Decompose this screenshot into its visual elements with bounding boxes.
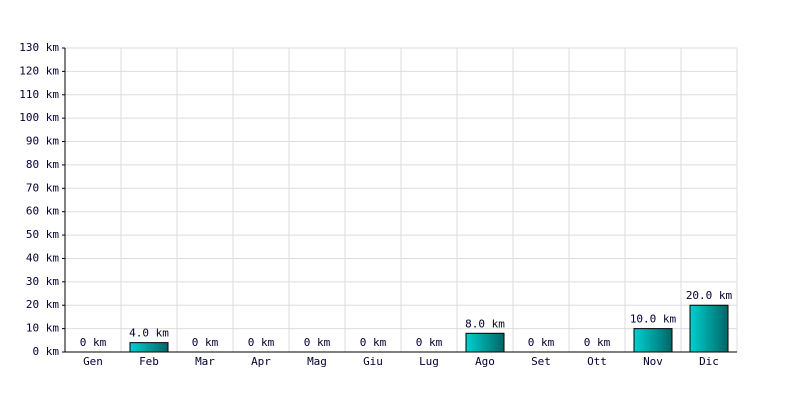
value-label: 4.0 km <box>129 327 169 340</box>
value-label: 0 km <box>192 336 219 349</box>
value-label: 10.0 km <box>630 313 677 326</box>
value-label: 0 km <box>528 336 555 349</box>
plot: 0 km 10 km 20 km 30 km 40 km 50 km 60 km 70 km 8… <box>19 41 737 368</box>
y-tick-label: 90 km <box>26 135 59 148</box>
value-label: 0 km <box>416 336 443 349</box>
x-tick-label: Gen <box>83 355 103 368</box>
y-tick-label: 120 km <box>19 64 59 77</box>
y-tick-label: 60 km <box>26 205 59 218</box>
x-tick-label: Set <box>531 355 551 368</box>
value-label: 8.0 km <box>465 317 505 330</box>
value-label: 20.0 km <box>686 289 733 302</box>
y-tick-label: 30 km <box>26 275 59 288</box>
y-tick-label: 70 km <box>26 181 59 194</box>
y-tick-label: 130 km <box>19 41 59 54</box>
x-tick-label: Ago <box>475 355 495 368</box>
grid <box>65 47 738 353</box>
bar <box>689 304 729 353</box>
x-tick-label: Giu <box>363 355 383 368</box>
y-tick-label: 110 km <box>19 88 59 101</box>
value-label: 0 km <box>304 336 331 349</box>
bar <box>633 328 673 353</box>
value-label: 0 km <box>248 336 275 349</box>
y-tick-label: 80 km <box>26 158 59 171</box>
y-tick-label: 100 km <box>19 111 59 124</box>
x-tick-label: Feb <box>139 355 159 368</box>
y-tick-label: 20 km <box>26 298 59 311</box>
x-tick-label: Nov <box>643 355 663 368</box>
x-tick-label: Mar <box>195 355 215 368</box>
bar <box>465 332 505 353</box>
bar <box>129 342 169 353</box>
value-label: 0 km <box>360 336 387 349</box>
x-tick-label: Ott <box>587 355 607 368</box>
x-tick-label: Dic <box>699 355 719 368</box>
x-tick-label: Lug <box>419 355 439 368</box>
y-tick-label: 0 km <box>33 345 60 358</box>
y-tick-label: 40 km <box>26 251 59 264</box>
y-tick-label: 50 km <box>26 228 59 241</box>
y-tick-label: 10 km <box>26 322 59 335</box>
value-label: 0 km <box>584 336 611 349</box>
x-tick-label: Mag <box>307 355 327 368</box>
x-tick-label: Apr <box>251 355 271 368</box>
value-label: 0 km <box>80 336 107 349</box>
